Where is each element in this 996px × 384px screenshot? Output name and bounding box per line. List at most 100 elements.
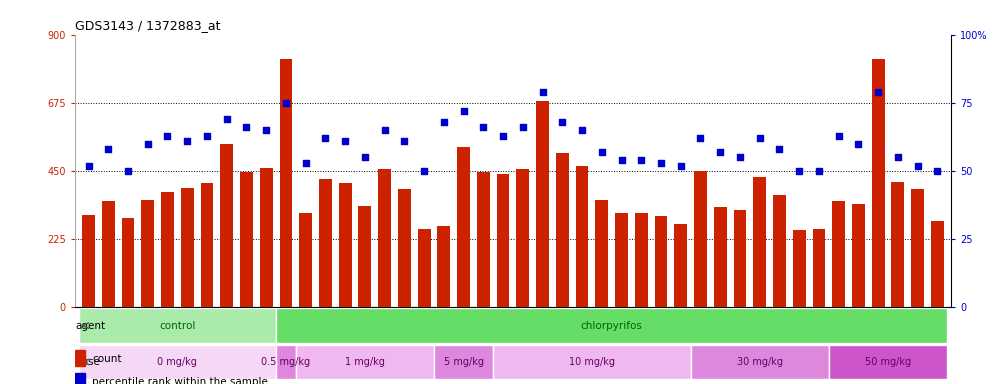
Bar: [714, 207, 727, 308]
Bar: [276, 308, 947, 343]
Point: [851, 141, 867, 147]
Text: agent: agent: [75, 321, 106, 331]
Bar: [200, 183, 213, 308]
Bar: [319, 179, 332, 308]
Bar: [79, 308, 276, 343]
Point: [871, 89, 886, 95]
Point: [121, 168, 136, 174]
Point: [712, 149, 728, 155]
Point: [455, 108, 471, 114]
Point: [909, 162, 925, 169]
Point: [653, 160, 669, 166]
Point: [791, 168, 807, 174]
Point: [179, 138, 195, 144]
Point: [515, 124, 531, 131]
Point: [298, 160, 314, 166]
Point: [811, 168, 827, 174]
Bar: [122, 218, 134, 308]
Point: [672, 162, 688, 169]
Bar: [457, 147, 470, 308]
Point: [732, 154, 748, 161]
Bar: [634, 214, 647, 308]
Bar: [417, 228, 430, 308]
Text: 50 mg/kg: 50 mg/kg: [865, 357, 911, 367]
Point: [238, 124, 254, 131]
Point: [889, 154, 905, 161]
Point: [495, 132, 511, 139]
Bar: [477, 172, 490, 308]
Point: [535, 89, 551, 95]
Text: 10 mg/kg: 10 mg/kg: [569, 357, 615, 367]
Bar: [260, 168, 273, 308]
Bar: [434, 344, 493, 379]
Bar: [378, 169, 391, 308]
Point: [139, 141, 155, 147]
Bar: [753, 177, 766, 308]
Text: 30 mg/kg: 30 mg/kg: [737, 357, 783, 367]
Bar: [240, 172, 253, 308]
Point: [574, 127, 590, 133]
Point: [338, 138, 354, 144]
Point: [475, 124, 491, 131]
Point: [357, 154, 373, 161]
Point: [219, 116, 235, 122]
Bar: [891, 182, 904, 308]
Point: [436, 119, 452, 125]
Point: [376, 127, 392, 133]
Bar: [516, 169, 529, 308]
Point: [199, 132, 215, 139]
Bar: [654, 217, 667, 308]
Bar: [674, 224, 687, 308]
Bar: [280, 59, 293, 308]
Bar: [813, 228, 826, 308]
Point: [396, 138, 412, 144]
Point: [318, 135, 334, 141]
Bar: [733, 210, 746, 308]
Text: control: control: [159, 321, 195, 331]
Text: 0.5 mg/kg: 0.5 mg/kg: [261, 357, 311, 367]
Bar: [359, 206, 372, 308]
Text: chlorpyrifos: chlorpyrifos: [581, 321, 642, 331]
Point: [594, 149, 610, 155]
Bar: [596, 200, 609, 308]
Bar: [576, 166, 589, 308]
Text: count: count: [92, 354, 122, 364]
Point: [614, 157, 629, 163]
Point: [101, 146, 117, 152]
Bar: [694, 171, 707, 308]
Point: [555, 119, 571, 125]
Point: [752, 135, 768, 141]
Point: [258, 127, 274, 133]
Point: [929, 168, 945, 174]
Bar: [296, 344, 434, 379]
Point: [692, 135, 708, 141]
Bar: [852, 204, 865, 308]
Bar: [493, 344, 690, 379]
Point: [81, 162, 97, 169]
Bar: [793, 230, 806, 308]
Bar: [75, 373, 85, 384]
Bar: [690, 344, 829, 379]
Text: GDS3143 / 1372883_at: GDS3143 / 1372883_at: [75, 19, 220, 32]
Text: 0 mg/kg: 0 mg/kg: [157, 357, 197, 367]
Bar: [931, 221, 944, 308]
Bar: [79, 344, 276, 379]
Bar: [102, 201, 115, 308]
Point: [416, 168, 432, 174]
Bar: [829, 344, 947, 379]
Bar: [536, 101, 549, 308]
Bar: [437, 225, 450, 308]
Point: [831, 132, 847, 139]
Bar: [911, 189, 924, 308]
Bar: [497, 174, 510, 308]
Point: [633, 157, 649, 163]
Text: 1 mg/kg: 1 mg/kg: [345, 357, 384, 367]
Bar: [276, 344, 296, 379]
Point: [159, 132, 175, 139]
Bar: [773, 195, 786, 308]
Text: dose: dose: [75, 357, 100, 367]
Bar: [82, 215, 95, 308]
Bar: [181, 188, 193, 308]
Bar: [220, 144, 233, 308]
Bar: [556, 153, 569, 308]
